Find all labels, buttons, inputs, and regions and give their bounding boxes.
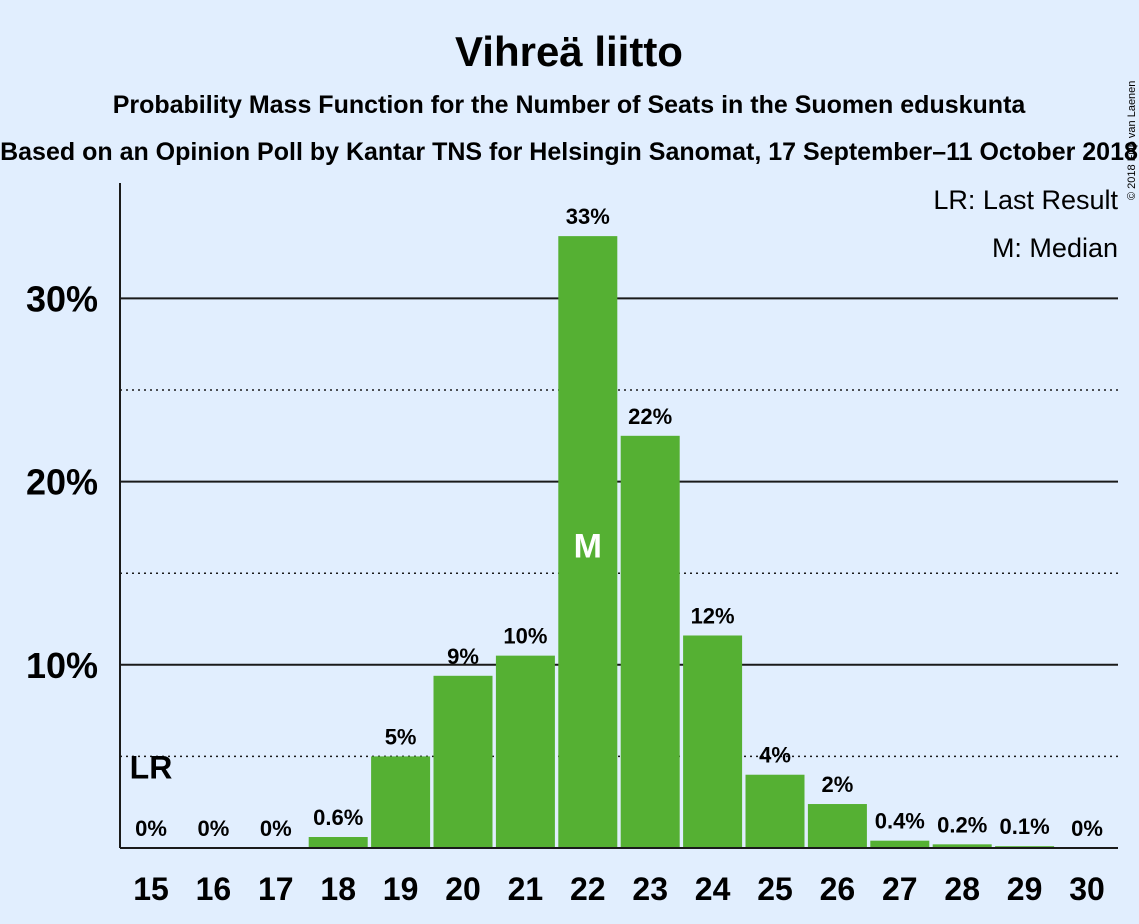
x-tick-label-21: 21	[508, 871, 544, 907]
bar-seats-23	[620, 435, 680, 848]
x-tick-label-19: 19	[383, 871, 419, 907]
bar-seats-19	[371, 756, 431, 848]
data-label-20: 9%	[447, 644, 479, 669]
y-tick-label: 20%	[26, 462, 98, 503]
data-label-29: 0.1%	[1000, 814, 1050, 839]
x-axis: 15 16 17 18 19 20 21 22 23 24 25 26 27 28 29 30	[133, 871, 1105, 907]
data-label-30: 0%	[1071, 816, 1103, 841]
data-labels: 0% LR 0% 0% 0.6% 5% 9% 10% 33% M 22% 12% 4% 2% 0.4% 0.2…	[130, 204, 1103, 841]
x-tick-label-28: 28	[944, 871, 980, 907]
x-tick-label-23: 23	[632, 871, 668, 907]
y-tick-label: 30%	[26, 278, 98, 319]
last-result-marker: LR	[130, 749, 173, 785]
x-tick-label-26: 26	[820, 871, 856, 907]
data-label-25: 4%	[759, 743, 791, 768]
chart-subtitle: Probability Mass Function for the Number…	[113, 91, 1027, 119]
chart-source: Based on an Opinion Poll by Kantar TNS f…	[0, 138, 1138, 166]
data-label-24: 12%	[691, 603, 735, 628]
bar-seats-21	[495, 655, 555, 848]
data-label-18: 0.6%	[313, 805, 363, 830]
x-tick-label-30: 30	[1069, 871, 1105, 907]
copyright: © 2018 Filip van Laenen	[1126, 81, 1138, 200]
bar-seats-20	[433, 675, 493, 848]
x-tick-label-15: 15	[133, 871, 169, 907]
data-label-26: 2%	[822, 772, 854, 797]
data-label-16: 0%	[198, 816, 230, 841]
bar-seats-24	[683, 635, 743, 848]
gridlines	[120, 297, 1118, 758]
data-label-15: 0%	[135, 816, 167, 841]
data-label-17: 0%	[260, 816, 292, 841]
bar-seats-18	[308, 837, 368, 848]
x-tick-label-25: 25	[757, 871, 793, 907]
x-tick-label-20: 20	[445, 871, 481, 907]
bar-seats-26	[807, 804, 867, 848]
x-tick-label-16: 16	[196, 871, 232, 907]
x-tick-label-22: 22	[570, 871, 606, 907]
data-label-28: 0.2%	[937, 812, 987, 837]
bar-seats-27	[870, 840, 930, 848]
x-tick-label-18: 18	[320, 871, 356, 907]
bar-seats-22	[558, 236, 618, 849]
data-label-21: 10%	[503, 624, 547, 649]
y-axis: 10% 20% 30%	[26, 183, 1118, 849]
x-tick-label-24: 24	[695, 871, 731, 907]
data-label-23: 22%	[628, 404, 672, 429]
data-label-22: 33%	[566, 204, 610, 229]
bar-seats-25	[745, 774, 805, 848]
legend-median: M: Median	[992, 233, 1118, 263]
legend-last-result: LR: Last Result	[933, 185, 1118, 215]
x-tick-label-29: 29	[1007, 871, 1043, 907]
y-tick-label: 10%	[26, 645, 98, 686]
bar-seats-28	[932, 844, 992, 848]
x-tick-label-17: 17	[258, 871, 294, 907]
bars	[308, 236, 1055, 849]
x-tick-label-27: 27	[882, 871, 918, 907]
data-label-19: 5%	[385, 724, 417, 749]
median-marker: M	[574, 528, 602, 566]
data-label-27: 0.4%	[875, 809, 925, 834]
chart-title: Vihreä liitto	[455, 28, 683, 75]
